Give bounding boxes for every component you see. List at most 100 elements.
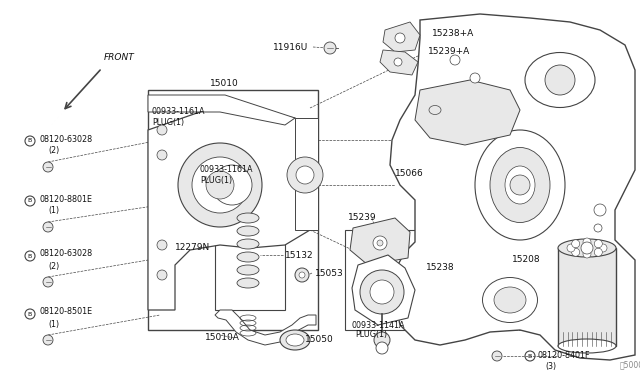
Circle shape: [299, 272, 305, 278]
Text: 15132: 15132: [285, 250, 314, 260]
Bar: [558, 248, 616, 346]
Circle shape: [287, 157, 323, 193]
Text: 15053: 15053: [315, 269, 344, 278]
Text: 15050: 15050: [305, 336, 333, 344]
Polygon shape: [350, 218, 410, 265]
Text: 15238+A: 15238+A: [432, 29, 474, 38]
Circle shape: [567, 244, 575, 252]
Circle shape: [43, 335, 53, 345]
Circle shape: [594, 204, 606, 216]
Text: 15239: 15239: [348, 214, 376, 222]
Text: B: B: [528, 353, 532, 359]
Circle shape: [377, 240, 383, 246]
Text: B: B: [28, 138, 32, 144]
Circle shape: [595, 248, 602, 256]
Polygon shape: [415, 80, 520, 145]
Text: (1): (1): [48, 320, 59, 328]
Ellipse shape: [490, 148, 550, 222]
Circle shape: [192, 157, 248, 213]
Text: 08120-8801E: 08120-8801E: [40, 195, 93, 203]
Circle shape: [178, 143, 262, 227]
Circle shape: [157, 150, 167, 160]
Circle shape: [545, 65, 575, 95]
Bar: [215, 198, 285, 310]
Circle shape: [450, 55, 460, 65]
Ellipse shape: [280, 330, 310, 350]
Circle shape: [157, 270, 167, 280]
Circle shape: [492, 351, 502, 361]
Circle shape: [360, 270, 404, 314]
Ellipse shape: [237, 226, 259, 236]
Ellipse shape: [286, 334, 304, 346]
Circle shape: [157, 240, 167, 250]
Ellipse shape: [237, 252, 259, 262]
Circle shape: [43, 162, 53, 172]
Circle shape: [324, 42, 336, 54]
Text: 15010A: 15010A: [205, 334, 240, 343]
Bar: [345, 230, 500, 330]
Circle shape: [374, 332, 390, 348]
Text: 15239+A: 15239+A: [428, 48, 470, 57]
Circle shape: [373, 236, 387, 250]
Text: 08120-8401F: 08120-8401F: [537, 352, 589, 360]
Circle shape: [370, 280, 394, 304]
Text: (2): (2): [48, 147, 60, 155]
Circle shape: [296, 166, 314, 184]
Text: 15208: 15208: [512, 256, 541, 264]
Circle shape: [470, 73, 480, 83]
Text: (1): (1): [48, 206, 59, 215]
Circle shape: [394, 58, 402, 66]
Polygon shape: [380, 50, 418, 75]
Ellipse shape: [237, 265, 259, 275]
Circle shape: [599, 244, 607, 252]
Text: B: B: [28, 311, 32, 317]
Text: 15010: 15010: [210, 80, 239, 89]
Text: ⳅ500000: ⳅ500000: [620, 360, 640, 369]
Text: PLUG(1): PLUG(1): [355, 330, 387, 340]
Text: 00933-1161A: 00933-1161A: [200, 166, 253, 174]
Circle shape: [212, 165, 252, 205]
Ellipse shape: [525, 52, 595, 108]
Ellipse shape: [494, 287, 526, 313]
Ellipse shape: [422, 101, 447, 119]
Circle shape: [595, 240, 602, 248]
Circle shape: [43, 277, 53, 287]
Ellipse shape: [237, 239, 259, 249]
Text: FRONT: FRONT: [104, 54, 135, 62]
Circle shape: [583, 238, 591, 246]
Text: 00933-1161A: 00933-1161A: [152, 108, 205, 116]
Ellipse shape: [237, 213, 259, 223]
Polygon shape: [148, 95, 295, 125]
Circle shape: [572, 240, 580, 248]
Circle shape: [295, 268, 309, 282]
Ellipse shape: [558, 339, 616, 353]
Text: (3): (3): [545, 362, 556, 372]
Circle shape: [395, 33, 405, 43]
Circle shape: [206, 171, 234, 199]
Circle shape: [594, 224, 602, 232]
Text: (2): (2): [48, 262, 60, 270]
Circle shape: [510, 175, 530, 195]
Circle shape: [376, 342, 388, 354]
Polygon shape: [148, 105, 310, 310]
Text: PLUG(1): PLUG(1): [200, 176, 232, 185]
Ellipse shape: [429, 106, 441, 115]
Text: 11916U: 11916U: [273, 42, 308, 51]
Text: PLUG(1): PLUG(1): [152, 118, 184, 126]
Text: B: B: [28, 253, 32, 259]
Ellipse shape: [558, 239, 616, 257]
Bar: [148, 90, 318, 330]
Ellipse shape: [237, 278, 259, 288]
Text: 15238: 15238: [426, 263, 454, 273]
Ellipse shape: [475, 130, 565, 240]
Ellipse shape: [505, 166, 535, 204]
Circle shape: [583, 250, 591, 258]
Circle shape: [581, 242, 593, 254]
Polygon shape: [295, 118, 318, 230]
Polygon shape: [352, 255, 415, 325]
Polygon shape: [390, 14, 635, 360]
Text: 00933-1141A: 00933-1141A: [352, 321, 406, 330]
Text: 08120-8501E: 08120-8501E: [40, 308, 93, 317]
Polygon shape: [383, 22, 420, 52]
Text: B: B: [28, 199, 32, 203]
